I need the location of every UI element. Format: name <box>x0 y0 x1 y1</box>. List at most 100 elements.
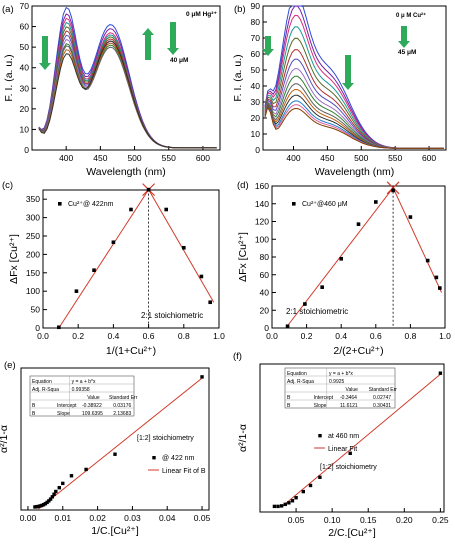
y-tick-label: 60 <box>251 49 261 59</box>
data-point <box>200 375 204 379</box>
x-tick-label: 400 <box>286 153 300 163</box>
data-point <box>303 302 307 306</box>
table-cell: Standard Err <box>109 395 138 401</box>
stoichiometry-note: 2:1 stoichiometric <box>141 311 203 320</box>
table-cell: Value <box>346 387 359 393</box>
data-point <box>339 256 343 261</box>
y-tick-label: 0 <box>255 145 260 155</box>
y-tick-label: 20 <box>260 305 270 315</box>
data-point <box>164 207 168 212</box>
panel-f: 0.05 0.10 0.15 0.20 0.25 2/C.[Cu²⁺] α²/1-α (f) E… <box>233 351 449 539</box>
y-tick-label: 40 <box>20 63 30 73</box>
x-tick-label: 0.0 <box>266 331 278 341</box>
panel-e: 0.00 0.01 0.02 0.03 0.04 0.05 1/C.[Cu²⁺] α²/1-α… <box>0 360 211 537</box>
legend-marker <box>152 456 156 460</box>
x-tick-label: 1.0 <box>439 331 451 341</box>
data-point <box>92 268 96 273</box>
y-tick-label: 50 <box>31 305 41 315</box>
panel-label: (e) <box>4 360 16 371</box>
arrow-down-icon <box>42 36 48 64</box>
data-point <box>45 500 49 505</box>
data-point <box>438 371 443 375</box>
table-cell: Value <box>87 395 100 401</box>
x-tick-label: 0.00 <box>20 513 37 523</box>
table-cell: Equation <box>32 379 52 385</box>
x-tick-label: 0.25 <box>432 515 449 525</box>
x-tick-label: 450 <box>93 153 107 163</box>
data-point <box>84 467 88 472</box>
fit-line-right <box>392 187 442 293</box>
annotation-top: 0 μM Hg²⁺ <box>186 11 217 18</box>
arrow-down-icon <box>345 55 351 84</box>
stoichiometry-note: 2:1 stoichiometric <box>286 307 348 316</box>
y-tick-label: 150 <box>26 268 40 278</box>
data-point <box>199 274 204 279</box>
table-cell: Intercept <box>57 403 77 409</box>
table-cell: 0.9925 <box>329 379 345 385</box>
legend-marker <box>292 202 296 206</box>
table-cell: 2.13683 <box>113 411 131 417</box>
panel-c: 0.0 0.2 0.4 0.6 0.8 1.0 0 50 100 150 200 250 300 350 1… <box>2 180 225 357</box>
x-tick-label: 0.20 <box>396 515 413 525</box>
y-tick-label: 100 <box>255 234 269 244</box>
plot-frame <box>42 189 220 329</box>
data-point <box>146 187 151 192</box>
table-cell: Standard Err <box>369 387 398 393</box>
y-tick-label: 300 <box>26 213 40 223</box>
arrow-down-icon <box>265 36 271 50</box>
table-cell: B <box>287 395 291 401</box>
data-point <box>34 505 39 509</box>
x-tick-label: 0.04 <box>159 513 176 523</box>
table-cell: -0.38922 <box>82 403 102 409</box>
data-point <box>348 451 352 456</box>
x-tick-label: 0.03 <box>124 513 141 523</box>
x-tick-label: 0.6 <box>143 331 155 341</box>
table-frame <box>29 375 135 417</box>
table-frame <box>284 367 396 409</box>
legend-marker <box>318 434 322 438</box>
legend-label: Linear Fit <box>328 446 357 453</box>
table-cell: Adj. R-Squa <box>287 379 314 385</box>
data-point <box>391 188 395 193</box>
y-tick-label: 30 <box>20 83 30 93</box>
arrow-down-icon <box>401 26 407 42</box>
x-axis-label: Wavelength (nm) <box>315 166 395 178</box>
y-tick-label: 160 <box>255 181 269 191</box>
x-tick-label: 400 <box>59 153 73 163</box>
y-tick-label: 0 <box>35 323 40 333</box>
y-tick-label: 0 <box>264 323 269 333</box>
data-point <box>54 489 58 494</box>
legend-label: Cu²⁺@460 μM <box>302 201 348 208</box>
y-tick-label: 30 <box>251 97 261 107</box>
fit-line <box>281 373 441 508</box>
table-cell: 11.6121 <box>340 403 358 409</box>
table-cell: Equation <box>287 371 307 377</box>
data-point <box>290 499 295 503</box>
y-axis-label: α²/1-α <box>237 424 249 452</box>
data-point <box>43 501 48 506</box>
y-tick-label: 60 <box>20 22 30 32</box>
spectrum-line <box>38 42 217 149</box>
panel-b: 400 450 500 550 600 0 10 20 30 40 50 60 70 80 90 Wavele… <box>232 1 447 178</box>
data-point <box>61 481 65 486</box>
x-tick-label: 450 <box>320 153 334 163</box>
plot-frame <box>20 367 210 511</box>
table-cell: 0.03176 <box>113 403 131 409</box>
table-cell: Slope <box>57 411 70 417</box>
plot-frame <box>259 363 445 513</box>
data-point <box>47 499 51 503</box>
table-cell: 109.6395 <box>82 411 103 417</box>
x-tick-label: 0.8 <box>404 331 416 341</box>
fit-line-left <box>58 189 150 329</box>
x-axis-label: Wavelength (nm) <box>86 166 166 178</box>
spectrum-line <box>38 43 217 149</box>
y-tick-label: 120 <box>255 217 269 227</box>
table-cell: Slope <box>314 403 327 409</box>
data-point <box>272 504 277 509</box>
annotation-bottom: 45 μM <box>398 49 416 56</box>
spectrum-line <box>264 104 444 149</box>
data-point <box>301 489 305 494</box>
panel-d: 0.0 0.2 0.4 0.6 0.8 1.0 0 20 40 60 80 100 120 140 160 2… <box>237 180 451 357</box>
x-tick-label: 500 <box>354 153 368 163</box>
x-tick-label: 0.02 <box>89 513 106 523</box>
